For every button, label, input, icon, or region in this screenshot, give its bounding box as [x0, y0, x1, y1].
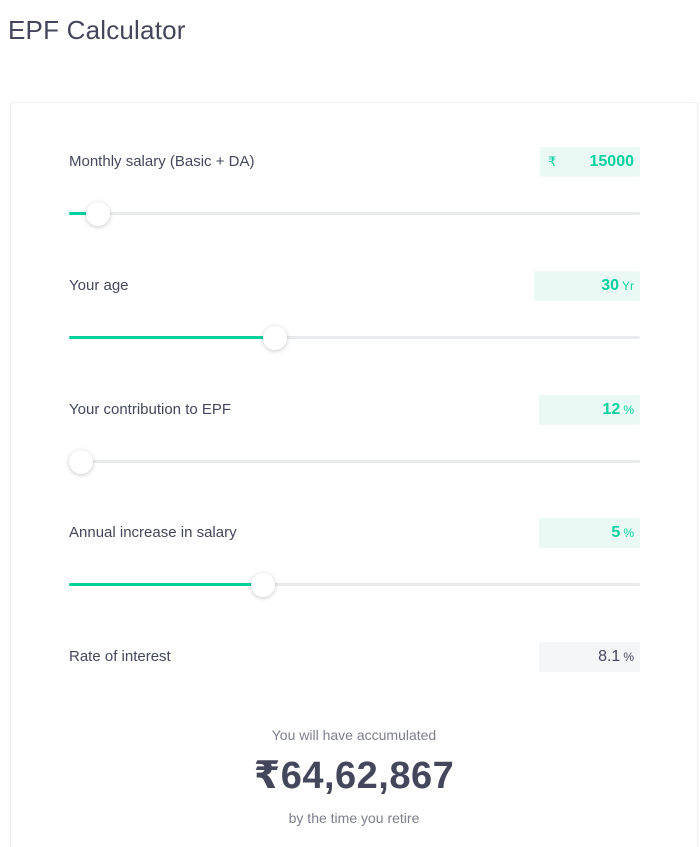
contribution-row: Your contribution to EPF 12 % [69, 395, 640, 488]
age-input[interactable]: 30 Yr [534, 271, 640, 301]
slider-thumb[interactable] [69, 450, 93, 474]
slider-track [69, 460, 640, 463]
rupee-symbol: ₹ [548, 154, 557, 169]
result-caption-top: You will have accumulated [271, 727, 437, 743]
age-label: Your age [69, 277, 129, 294]
slider-thumb[interactable] [251, 573, 276, 597]
contribution-unit: % [623, 403, 634, 417]
monthly-salary-row: Monthly salary (Basic + DA) ₹ 15000 [69, 147, 640, 240]
interest-value-box: 8.1 % [539, 642, 640, 672]
slider-thumb[interactable] [262, 326, 287, 350]
interest-unit: % [623, 650, 634, 664]
age-value: 30 [601, 277, 619, 294]
contribution-input[interactable]: 12 % [539, 395, 640, 425]
calculator-card: Monthly salary (Basic + DA) ₹ 15000 Your… [10, 102, 698, 847]
contribution-value: 12 [602, 401, 621, 418]
salary-increase-unit: % [623, 526, 634, 540]
contribution-slider[interactable] [69, 450, 640, 474]
age-unit: Yr [622, 279, 634, 293]
interest-row: Rate of interest 8.1 % [69, 642, 640, 685]
interest-value: 8.1 [598, 648, 621, 665]
age-slider[interactable] [69, 326, 640, 350]
interest-label: Rate of interest [69, 648, 171, 665]
slider-track [69, 583, 640, 586]
salary-increase-input[interactable]: 5 % [539, 518, 640, 548]
monthly-salary-slider[interactable] [69, 202, 640, 226]
monthly-salary-value: 15000 [589, 153, 635, 170]
result-caption-bottom: by the time you retire [288, 810, 420, 826]
salary-increase-slider[interactable] [69, 573, 640, 597]
salary-increase-row: Annual increase in salary 5 % [69, 518, 640, 611]
slider-fill [69, 212, 98, 215]
slider-thumb[interactable] [85, 202, 110, 226]
slider-track [69, 336, 640, 339]
slider-fill [69, 336, 275, 339]
salary-increase-label: Annual increase in salary [69, 524, 237, 541]
age-row: Your age 30 Yr [69, 271, 640, 364]
slider-track [69, 212, 640, 215]
result-amount: ₹64,62,867 [253, 755, 455, 797]
page-title: EPF Calculator [8, 15, 186, 45]
slider-fill [69, 583, 264, 586]
monthly-salary-input[interactable]: ₹ 15000 [540, 147, 640, 177]
monthly-salary-label: Monthly salary (Basic + DA) [69, 153, 255, 170]
salary-increase-value: 5 [611, 524, 621, 541]
contribution-label: Your contribution to EPF [69, 401, 232, 418]
